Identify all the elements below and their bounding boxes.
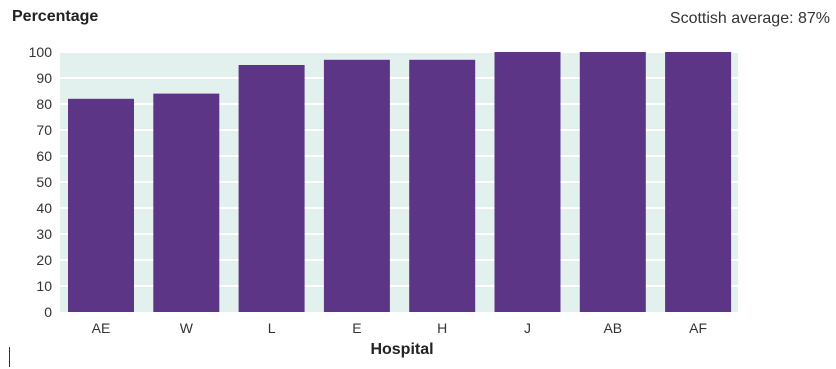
bar-ae xyxy=(68,98,134,312)
y-axis-title: Percentage xyxy=(12,8,99,25)
bar-af xyxy=(665,52,732,312)
y-tick-label: 90 xyxy=(36,70,52,86)
y-tick-label: 50 xyxy=(36,174,52,190)
x-tick-label: W xyxy=(180,320,194,336)
y-tick-label: 30 xyxy=(36,226,52,242)
x-tick-label: E xyxy=(352,320,361,336)
y-tick-label: 70 xyxy=(36,122,52,138)
x-tick-label: J xyxy=(524,320,531,336)
text-cursor xyxy=(9,347,10,367)
scottish-average-note: Scottish average: 87% xyxy=(669,10,830,27)
bar-l xyxy=(238,65,305,312)
bar-w xyxy=(153,93,220,312)
y-tick-label: 20 xyxy=(36,252,52,268)
y-tick-label: 40 xyxy=(36,200,52,216)
x-tick-label: H xyxy=(437,320,447,336)
y-tick-label: 100 xyxy=(29,44,53,60)
y-tick-label: 10 xyxy=(36,278,52,294)
bar-e xyxy=(323,59,390,312)
x-axis-title: Hospital xyxy=(370,341,434,358)
y-tick-label: 0 xyxy=(44,304,52,320)
bar-h xyxy=(409,59,476,312)
y-tick-label: 80 xyxy=(36,96,52,112)
bar-j xyxy=(494,52,561,312)
x-tick-label: AB xyxy=(603,320,622,336)
x-tick-label: AF xyxy=(689,320,707,336)
bar-ab xyxy=(579,52,646,312)
x-tick-label: AE xyxy=(92,320,111,336)
y-tick-label: 60 xyxy=(36,148,52,164)
x-tick-label: L xyxy=(268,320,276,336)
